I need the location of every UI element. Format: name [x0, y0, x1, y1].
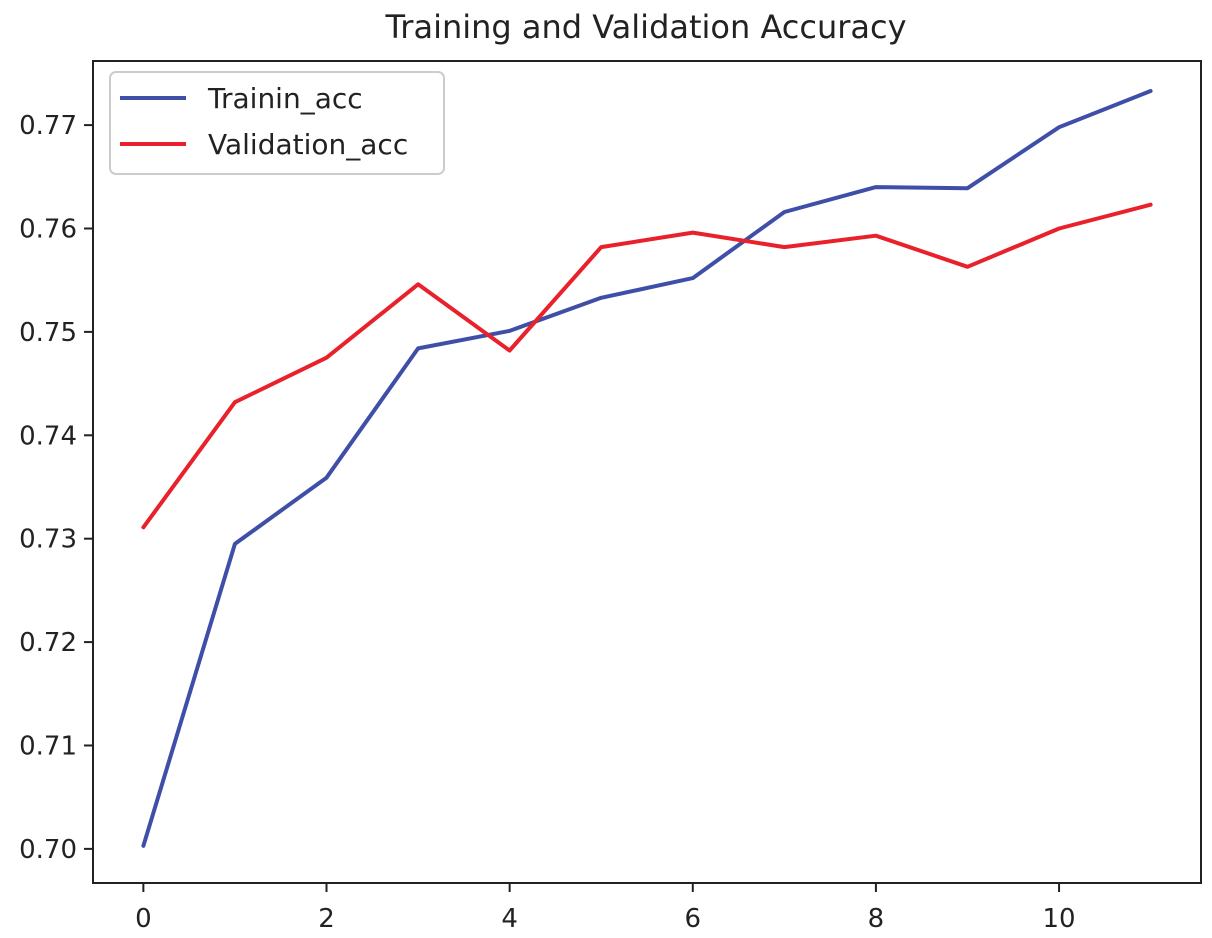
x-tick-label: 0: [135, 904, 152, 934]
series-line-trainin-acc: [141, 89, 1153, 848]
legend: Trainin_acc Validation_acc: [109, 71, 445, 175]
y-tick-label: 0.71: [19, 731, 77, 761]
legend-label-validation-acc: Validation_acc: [208, 128, 408, 161]
x-axis: 0 2 4 6 8 10: [135, 883, 1076, 934]
y-tick-label: 0.73: [19, 525, 77, 555]
y-tick-label: 0.74: [19, 421, 77, 451]
legend-box: [109, 71, 445, 175]
y-tick-label: 0.77: [19, 111, 77, 141]
legend-label-trainin-acc: Trainin_acc: [207, 82, 363, 115]
series-line-validation-acc: [141, 202, 1153, 530]
x-tick-label: 4: [501, 904, 518, 934]
x-tick-label: 10: [1043, 904, 1076, 934]
y-tick-label: 0.76: [19, 215, 77, 245]
chart-title: Training and Validation Accuracy: [384, 8, 906, 46]
y-tick-label: 0.75: [19, 318, 77, 348]
x-tick-label: 2: [318, 904, 335, 934]
plot-frame: [92, 60, 1202, 884]
y-axis: 0.70 0.71 0.72 0.73 0.74 0.75 0.76 0.77: [19, 111, 93, 865]
x-tick-label: 6: [685, 904, 702, 934]
y-tick-label: 0.72: [19, 628, 77, 658]
y-tick-label: 0.70: [19, 835, 77, 865]
series-lines: [141, 89, 1153, 848]
x-tick-label: 8: [868, 904, 885, 934]
